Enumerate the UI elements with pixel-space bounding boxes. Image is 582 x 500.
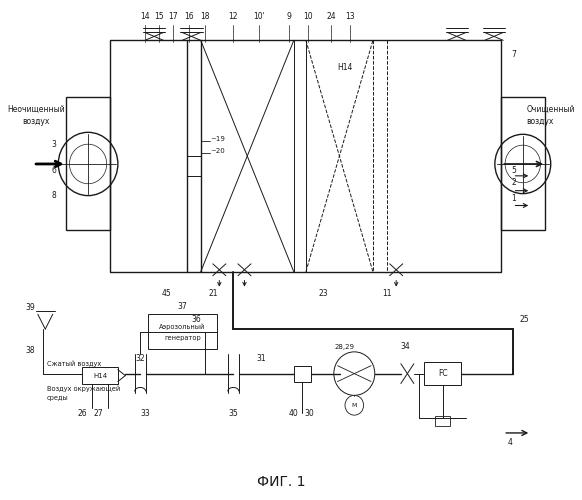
Text: 27: 27 — [94, 408, 103, 418]
Text: Воздух окружающей: Воздух окружающей — [47, 385, 120, 392]
Text: 23: 23 — [319, 289, 328, 298]
Bar — [111, 40, 501, 272]
Text: 37: 37 — [178, 302, 187, 311]
Text: 45: 45 — [161, 289, 171, 298]
Text: H14: H14 — [338, 62, 353, 72]
Bar — [83, 366, 118, 384]
Text: 21: 21 — [208, 289, 218, 298]
Text: ~20: ~20 — [210, 148, 225, 154]
Text: 34: 34 — [400, 342, 410, 351]
Bar — [435, 416, 450, 426]
Text: 36: 36 — [191, 315, 201, 324]
Text: 24: 24 — [327, 12, 336, 21]
Text: 8: 8 — [51, 191, 56, 200]
Text: 33: 33 — [140, 408, 150, 418]
Text: генератор: генератор — [164, 334, 201, 340]
Text: 26: 26 — [77, 408, 87, 418]
Text: 16: 16 — [184, 12, 193, 21]
Text: 7: 7 — [511, 50, 516, 58]
Text: Сжатый воздух: Сжатый воздух — [47, 360, 101, 367]
Bar — [148, 314, 218, 349]
Text: 13: 13 — [345, 12, 354, 21]
Text: 18: 18 — [201, 12, 210, 21]
Text: 2: 2 — [511, 178, 516, 188]
Text: 14: 14 — [140, 12, 150, 21]
Text: воздух: воздух — [22, 117, 49, 126]
Text: ФИГ. 1: ФИГ. 1 — [257, 476, 305, 490]
Text: 9: 9 — [287, 12, 292, 21]
Text: воздух: воздух — [527, 117, 554, 126]
Text: H14: H14 — [93, 372, 107, 378]
Text: Аэрозольный: Аэрозольный — [159, 324, 206, 330]
Text: 6: 6 — [51, 166, 56, 175]
Text: 11: 11 — [382, 289, 392, 298]
Text: среды: среды — [47, 396, 69, 402]
Text: 4: 4 — [508, 438, 512, 448]
Text: 3: 3 — [51, 140, 56, 148]
Bar — [66, 96, 111, 230]
Bar — [424, 362, 462, 386]
Text: FC: FC — [438, 369, 448, 378]
Text: 35: 35 — [228, 408, 238, 418]
Text: 38: 38 — [26, 346, 35, 356]
Text: 32: 32 — [136, 354, 145, 364]
Text: 25: 25 — [520, 314, 530, 324]
Text: Неочищенный: Неочищенный — [7, 105, 65, 114]
Circle shape — [334, 352, 375, 396]
Text: 5: 5 — [511, 166, 516, 175]
Text: Очищенный: Очищенный — [527, 105, 575, 114]
Text: 15: 15 — [154, 12, 164, 21]
Text: 30: 30 — [305, 408, 314, 418]
Text: 39: 39 — [26, 303, 36, 312]
Text: 12: 12 — [229, 12, 238, 21]
Text: 10: 10 — [303, 12, 313, 21]
Text: 31: 31 — [257, 354, 266, 364]
Circle shape — [345, 396, 364, 415]
Bar — [501, 96, 545, 230]
Text: 28,29: 28,29 — [335, 344, 355, 350]
Text: ~19: ~19 — [210, 136, 225, 142]
Bar — [294, 366, 311, 382]
Text: 1: 1 — [511, 194, 516, 203]
Text: M: M — [352, 403, 357, 408]
Text: 10': 10' — [254, 12, 265, 21]
Text: 17: 17 — [168, 12, 178, 21]
Text: 40: 40 — [289, 408, 299, 418]
